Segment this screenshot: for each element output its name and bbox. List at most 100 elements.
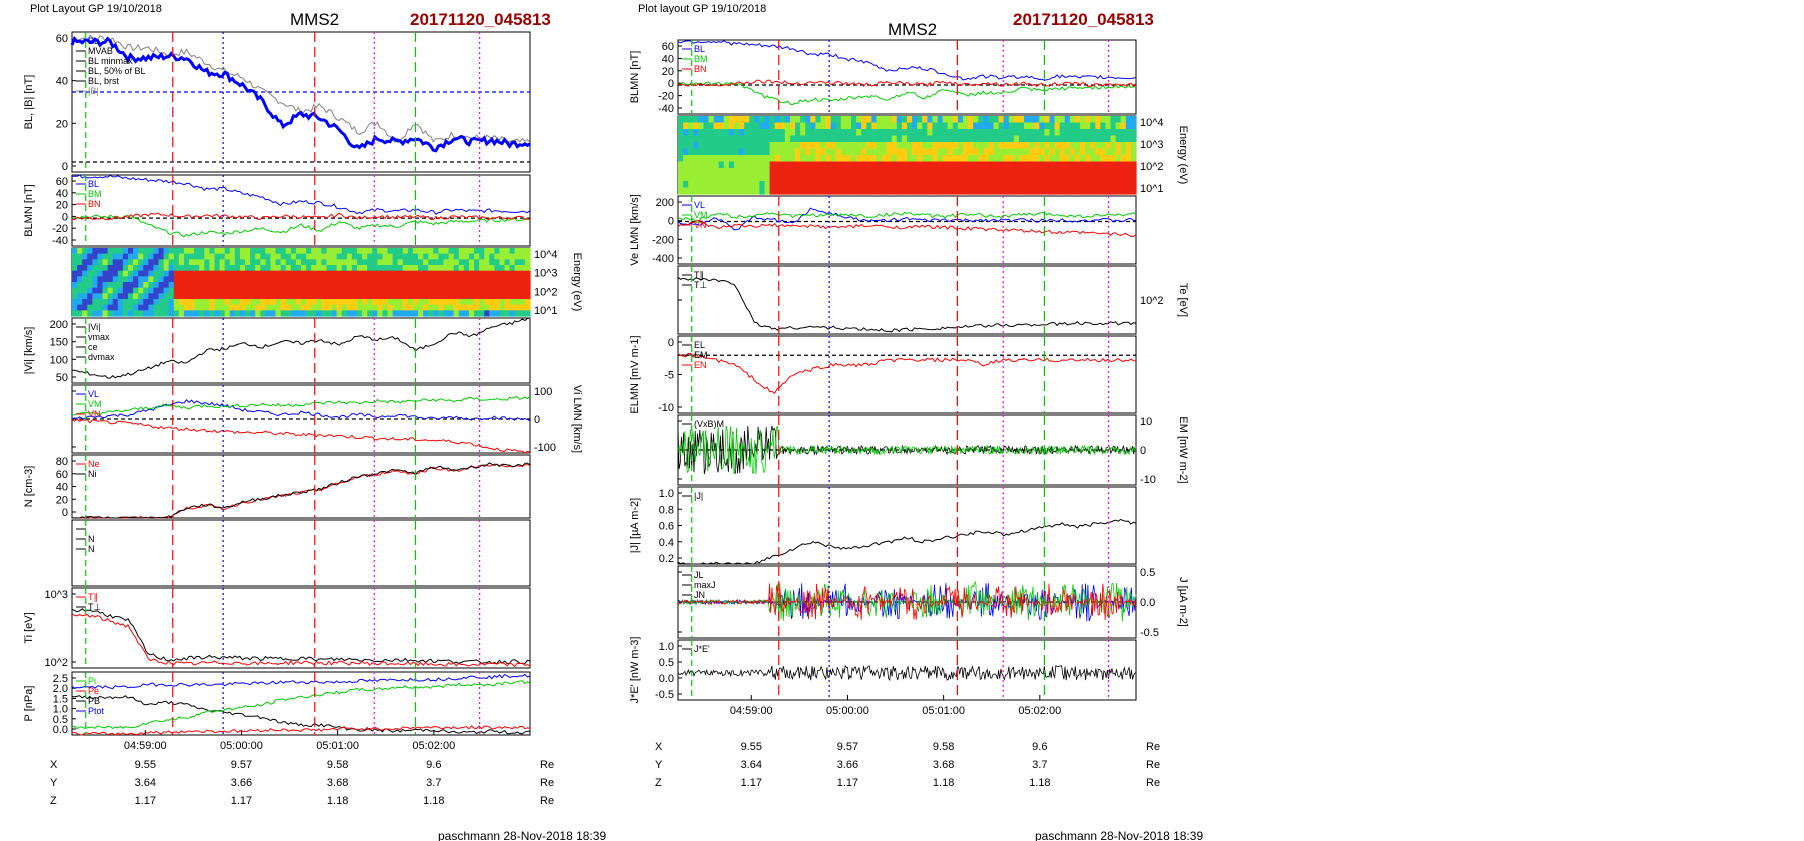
heatmap-cell (947, 142, 954, 150)
heatmap-cell (733, 116, 740, 124)
y-tick-label: 0 (62, 161, 68, 173)
heatmap-cell (927, 148, 934, 156)
heatmap-cell (912, 135, 918, 143)
noise-series (677, 583, 1137, 622)
heatmap-cell (1018, 148, 1025, 156)
heatmap-cell (978, 168, 984, 176)
heatmap-cell (1049, 168, 1056, 176)
heatmap-cell (1095, 155, 1101, 163)
heatmap-cell (428, 259, 434, 266)
heatmap-cell (810, 168, 816, 176)
heatmap-cell (886, 116, 893, 124)
heatmap-cell (1120, 142, 1127, 150)
heatmap-cell (463, 293, 470, 300)
heatmap-cell (845, 168, 852, 176)
heatmap-cell (1039, 181, 1045, 189)
heatmap-cell (377, 282, 384, 289)
heatmap-cell (448, 282, 455, 289)
heatmap-cell (774, 142, 781, 150)
heatmap-cell (453, 270, 460, 277)
heatmap-cell (372, 253, 378, 260)
heatmap-cell (168, 282, 175, 289)
heatmap-cell (937, 161, 944, 169)
heatmap-cell (728, 161, 735, 169)
heatmap-cell (285, 293, 292, 300)
heatmap-cell (499, 304, 506, 311)
heatmap-cell (504, 248, 511, 255)
heatmap-cell (468, 293, 475, 300)
heatmap-cell (851, 148, 857, 156)
heatmap-cell (382, 299, 389, 306)
heatmap-cell (474, 253, 480, 260)
heatmap-cell (448, 253, 455, 260)
heatmap-cell (952, 122, 959, 130)
heatmap-cell (189, 265, 195, 272)
heatmap-cell (250, 253, 256, 260)
y-axis-label: J [µA m-2] (1177, 577, 1189, 627)
heatmap-cell (484, 299, 490, 306)
heatmap-cell (280, 248, 287, 255)
heatmap-cell (448, 304, 455, 311)
heatmap-cell (861, 174, 867, 182)
heatmap-cell (876, 168, 883, 176)
heatmap-cell (484, 310, 490, 317)
heatmap-cell (438, 276, 445, 283)
heatmap-cell (326, 276, 333, 283)
heatmap-cell (749, 187, 755, 195)
heatmap-cell (744, 135, 750, 143)
heatmap-cell (397, 270, 404, 277)
heatmap-cell (815, 135, 822, 143)
heatmap-cell (204, 299, 210, 306)
heatmap-cell (693, 181, 699, 189)
heatmap-cell (871, 187, 878, 195)
heatmap-cell (453, 310, 460, 317)
heatmap-cell (861, 187, 867, 195)
coord-value: 1.17 (837, 777, 858, 789)
heatmap-cell (143, 276, 149, 283)
heatmap-cell (1120, 122, 1127, 130)
heatmap-cell (331, 304, 338, 311)
heatmap-cell (321, 270, 328, 277)
heatmap-cell (82, 304, 88, 311)
heatmap-cell (754, 116, 761, 124)
heatmap-cell (947, 174, 954, 182)
heatmap-cell (907, 122, 913, 130)
heatmap-cell (942, 135, 949, 143)
heatmap-cell (275, 293, 282, 300)
heatmap-cell (153, 276, 160, 283)
y-tick-label: 10^2 (1140, 295, 1164, 307)
heatmap-cell (845, 161, 852, 169)
heatmap-cell (1024, 122, 1030, 130)
heatmap-cell (214, 282, 221, 289)
heatmap-cell (1049, 148, 1056, 156)
heatmap-cell (346, 299, 353, 306)
heatmap-cell (280, 259, 287, 266)
coord-value: 1.18 (933, 777, 954, 789)
heatmap-cell (148, 282, 155, 289)
heatmap-cell (494, 287, 501, 294)
heatmap-cell (917, 155, 923, 163)
heatmap-cell (448, 248, 455, 255)
heatmap-cell (229, 248, 236, 255)
heatmap-cell (1125, 148, 1132, 156)
legend-label: vmax (88, 332, 110, 342)
heatmap-cell (285, 276, 292, 283)
heatmap-cell (367, 287, 373, 294)
heatmap-cell (1029, 181, 1035, 189)
heatmap-cell (214, 265, 221, 272)
heatmap-cell (866, 161, 872, 169)
heatmap-cell (509, 299, 516, 306)
heatmap-cell (866, 168, 872, 176)
heatmap-cell (932, 116, 939, 124)
heatmap-cell (260, 253, 266, 260)
heatmap-cell (1008, 187, 1015, 195)
heatmap-cell (443, 299, 450, 306)
heatmap-cell (468, 270, 475, 277)
heatmap-cell (489, 299, 495, 306)
heatmap-cell (407, 310, 414, 317)
panel-frame (71, 174, 531, 247)
heatmap-cell (290, 253, 297, 260)
heatmap-cell (321, 299, 328, 306)
heatmap-cell (382, 304, 389, 311)
heatmap-cell (1034, 187, 1040, 195)
